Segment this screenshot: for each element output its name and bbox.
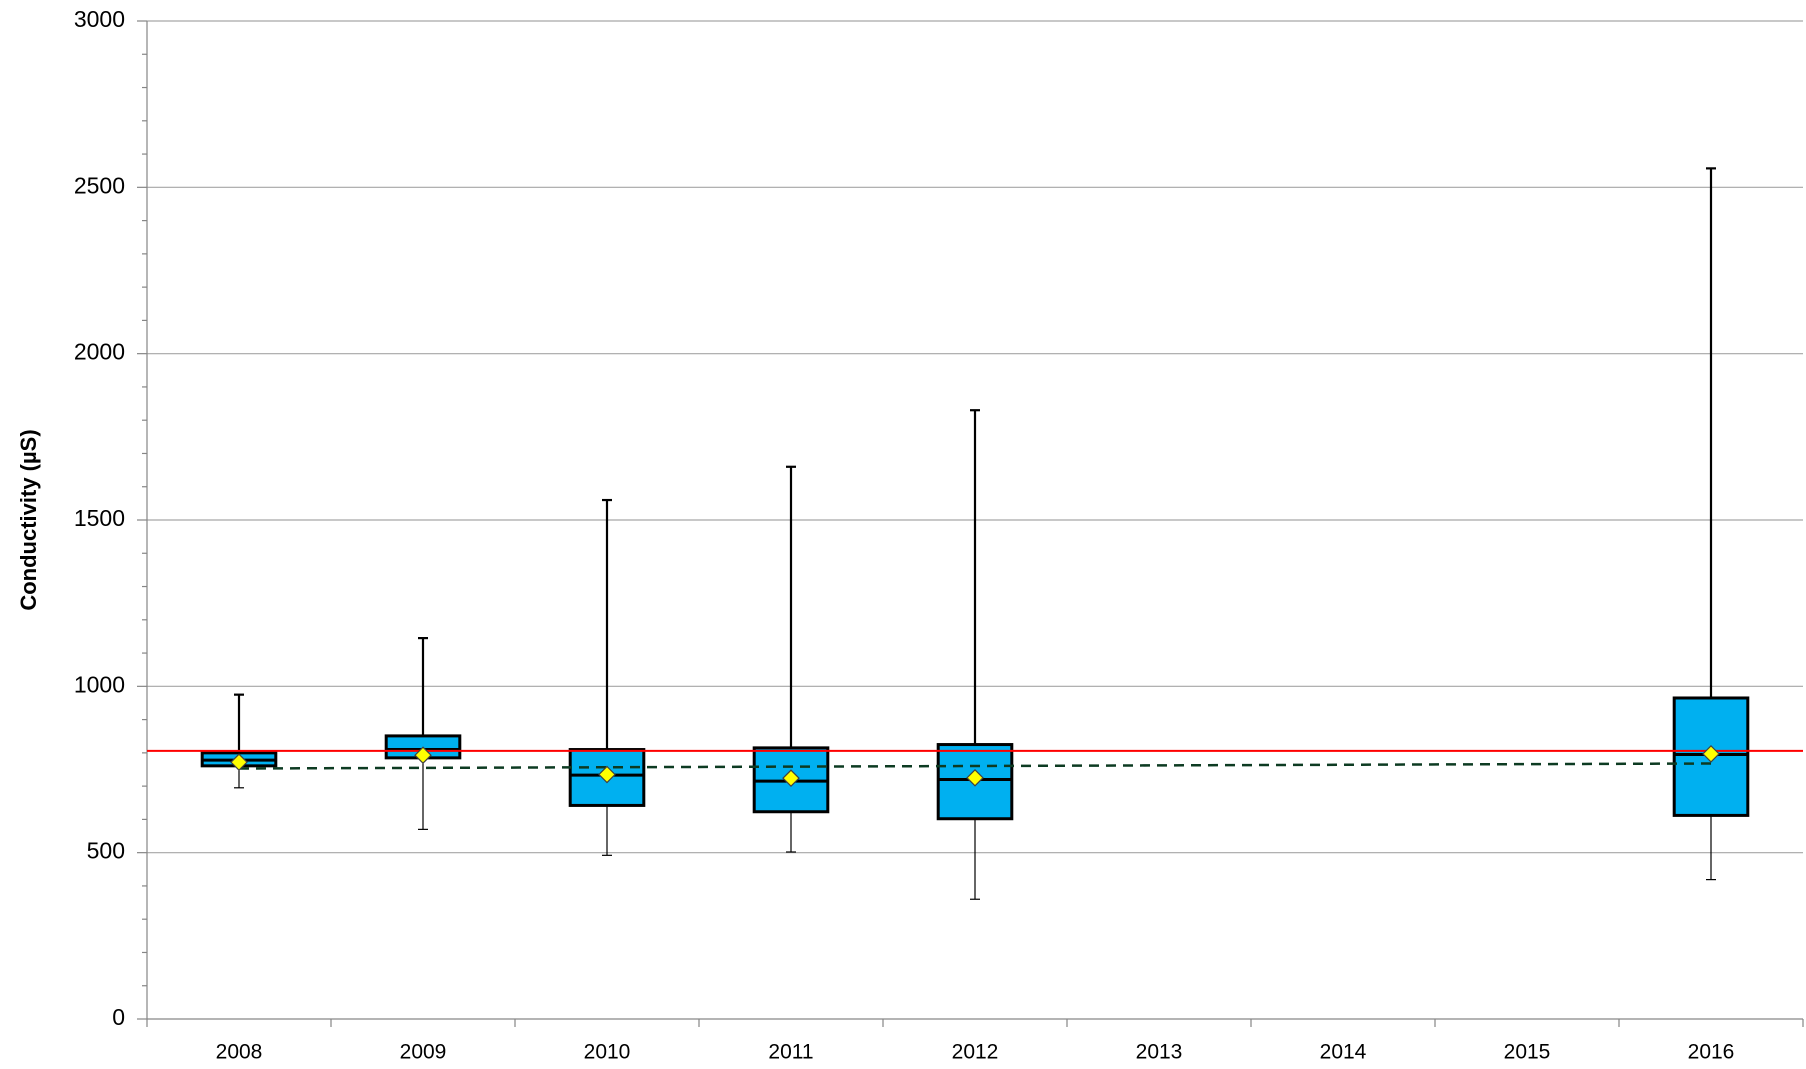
mean-marker — [230, 753, 248, 772]
y-tick-label: 0 — [112, 1004, 125, 1030]
mean-marker — [1702, 745, 1720, 763]
trend-line — [238, 762, 1712, 770]
y-tick-label: 2500 — [74, 172, 125, 198]
x-tick-label: 2016 — [1688, 1041, 1735, 1064]
x-tick-label: 2014 — [1320, 1041, 1367, 1064]
mean-marker — [782, 769, 800, 787]
y-tick-label: 2000 — [74, 339, 125, 365]
x-tick-label: 2010 — [584, 1041, 631, 1064]
mean-marker — [414, 746, 432, 765]
box — [568, 748, 646, 807]
y-axis-label: Conductivity (µS) — [16, 429, 41, 610]
x-tick-label: 2009 — [400, 1041, 447, 1064]
x-tick-label: 2008 — [216, 1041, 263, 1064]
x-tick-label: 2012 — [952, 1041, 999, 1064]
y-tick-label: 3000 — [74, 6, 125, 32]
y-tick-label: 500 — [87, 838, 125, 864]
y-tick-label: 1000 — [74, 671, 125, 697]
x-tick-label: 2015 — [1504, 1041, 1551, 1064]
mean-marker — [966, 768, 984, 787]
mean-marker — [598, 765, 616, 784]
y-tick-label: 1500 — [74, 505, 125, 531]
x-tick-label: 2013 — [1136, 1041, 1183, 1064]
x-tick-label: 2011 — [768, 1041, 813, 1064]
